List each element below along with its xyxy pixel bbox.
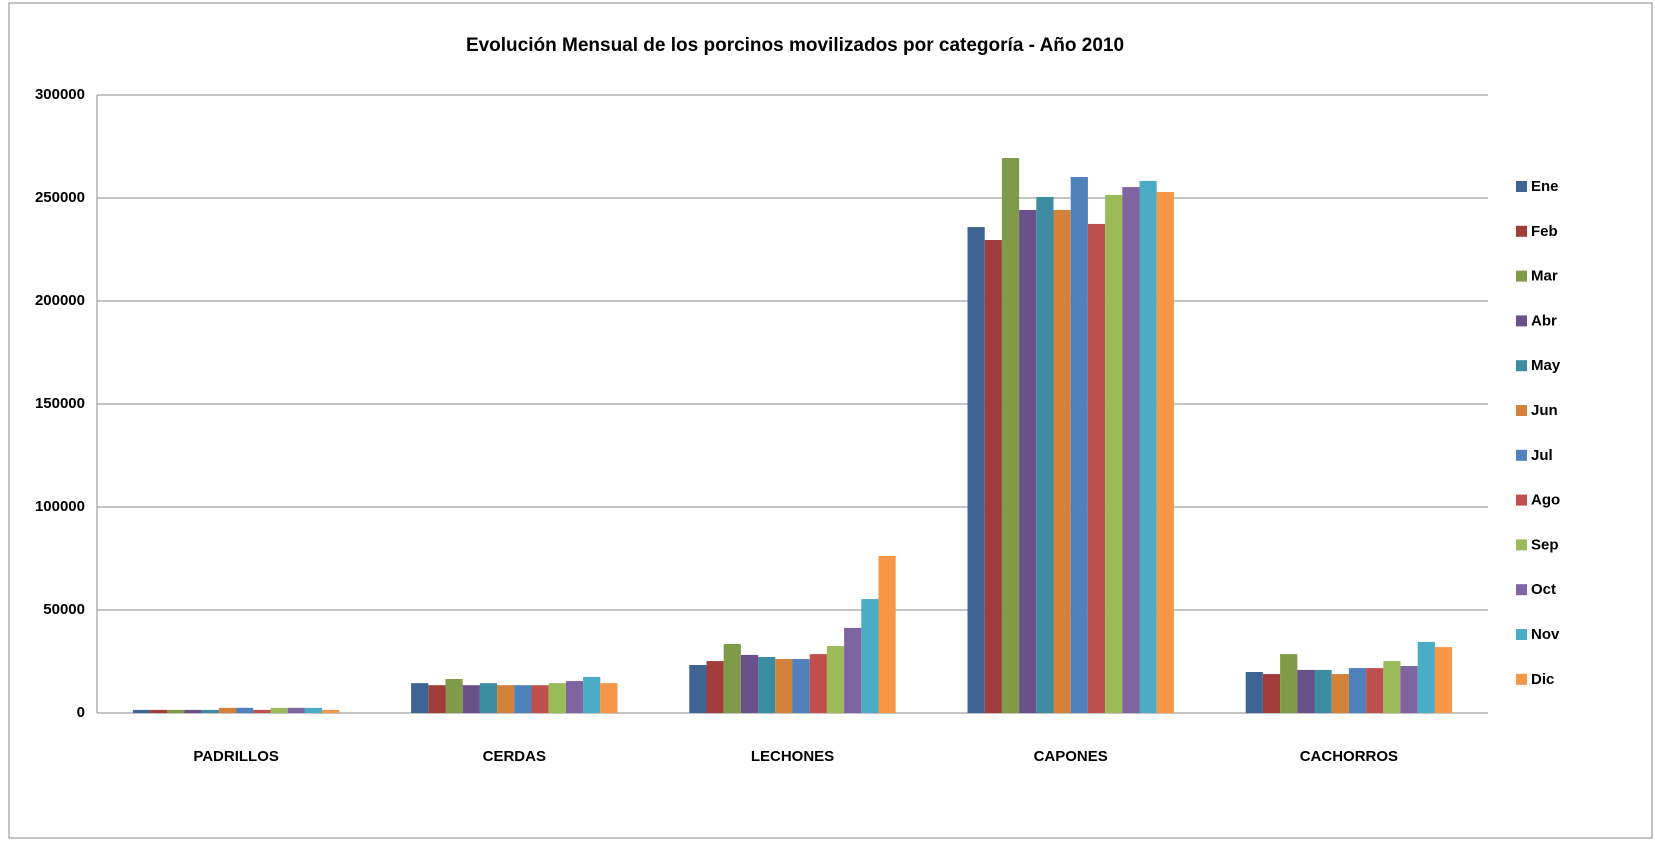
bar [844, 627, 862, 713]
bar [1001, 158, 1020, 713]
bar [600, 683, 618, 713]
legend-label: Oct [1531, 581, 1556, 598]
bar [1297, 669, 1315, 713]
bar [445, 679, 463, 713]
bar [1087, 223, 1106, 713]
bar [479, 683, 498, 713]
legend-label: Mar [1531, 268, 1558, 285]
bar [1105, 194, 1123, 713]
legend-label: Jul [1531, 447, 1553, 464]
bar [201, 709, 219, 713]
bar [322, 709, 340, 713]
bar [1245, 672, 1263, 713]
bar [758, 656, 776, 713]
bar [1019, 209, 1037, 713]
y-tick-label: 200000 [35, 292, 85, 309]
bar [809, 654, 827, 713]
bar [1400, 666, 1418, 713]
bar [583, 676, 601, 713]
legend-swatch [1516, 225, 1527, 237]
legend-label: Jun [1531, 402, 1558, 419]
bar [1434, 647, 1453, 713]
bar [861, 599, 879, 713]
bar [184, 709, 202, 713]
bar [1053, 209, 1071, 713]
x-tick-label: CAPONES [1034, 748, 1108, 765]
x-tick-label: PADRILLOS [193, 748, 279, 765]
bar [792, 659, 810, 713]
bar [1331, 674, 1349, 713]
bar [984, 240, 1002, 714]
bar [411, 683, 429, 713]
x-tick-label: LECHONES [751, 748, 834, 765]
bar [1383, 661, 1401, 713]
legend-label: Abr [1531, 312, 1557, 329]
legend-swatch [1516, 360, 1527, 372]
legend-label: Sep [1531, 536, 1559, 553]
legend-swatch [1516, 494, 1527, 506]
chart-title: Evolución Mensual de los porcinos movili… [466, 35, 1124, 56]
bar [514, 685, 532, 713]
legend-label: Feb [1531, 223, 1558, 240]
bar [706, 661, 724, 713]
bar [462, 685, 480, 713]
legend-swatch [1516, 584, 1527, 596]
bar [150, 709, 168, 713]
bar [167, 709, 185, 713]
legend-swatch [1516, 449, 1527, 461]
bar [304, 707, 323, 713]
bar [497, 685, 515, 713]
legend-swatch [1516, 270, 1527, 282]
bar [236, 707, 254, 713]
bar [428, 685, 446, 713]
bar [1348, 668, 1367, 713]
bar [1156, 192, 1174, 713]
bar [253, 709, 271, 713]
bar [689, 665, 707, 713]
bar [132, 709, 151, 713]
bar [775, 659, 793, 713]
bar [1262, 674, 1281, 713]
legend-label: Ago [1531, 492, 1560, 509]
bar [1139, 180, 1157, 714]
bar [548, 683, 566, 713]
x-tick-label: CACHORROS [1300, 748, 1398, 765]
y-tick-label: 150000 [35, 395, 85, 412]
bar [565, 681, 584, 713]
legend-label: Nov [1531, 626, 1560, 643]
bar [218, 707, 237, 713]
y-tick-label: 250000 [35, 189, 85, 206]
y-tick-label: 300000 [35, 86, 85, 103]
bar [878, 556, 896, 713]
bar [287, 707, 305, 713]
legend-label: May [1531, 357, 1561, 374]
y-tick-label: 0 [77, 704, 85, 721]
bar [270, 707, 288, 713]
bar [1036, 196, 1054, 714]
legend-label: Ene [1531, 178, 1559, 195]
bar [826, 646, 845, 713]
y-tick-label: 50000 [43, 601, 85, 618]
bar [1070, 176, 1088, 713]
legend-label: Dic [1531, 671, 1554, 688]
bar [723, 643, 741, 713]
bar [1280, 654, 1298, 713]
legend-swatch [1516, 405, 1527, 416]
bar [1314, 669, 1332, 713]
bar [967, 227, 985, 713]
legend-swatch [1516, 315, 1527, 327]
bar [740, 654, 759, 713]
x-tick-label: CERDAS [483, 748, 546, 765]
bar [1122, 187, 1140, 713]
bar [1366, 668, 1384, 713]
legend-swatch [1516, 629, 1527, 640]
bar [1417, 641, 1435, 713]
legend-swatch [1516, 181, 1527, 192]
bar [531, 685, 549, 713]
y-tick-label: 100000 [35, 498, 85, 515]
legend-swatch [1516, 673, 1527, 685]
legend-swatch [1516, 539, 1527, 551]
